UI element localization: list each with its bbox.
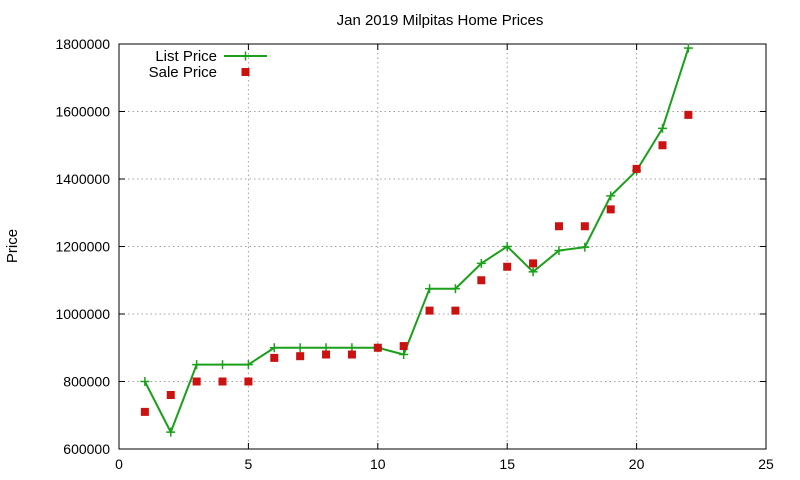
data-point bbox=[657, 123, 667, 133]
axis-ticks: 0 5 10 15 20 25 600000 800000 1000000 1200000 1400… bbox=[55, 36, 774, 472]
data-point bbox=[166, 427, 176, 437]
legend-label: Sale Price bbox=[149, 64, 217, 81]
y-tick-label: 1600000 bbox=[55, 104, 110, 120]
data-point bbox=[425, 284, 435, 294]
x-tick-label: 25 bbox=[758, 456, 774, 472]
x-tick-label: 5 bbox=[245, 456, 253, 472]
data-point bbox=[580, 222, 589, 231]
grid bbox=[119, 44, 766, 449]
data-point bbox=[606, 205, 615, 214]
y-axis-label: Price bbox=[4, 229, 21, 263]
data-point bbox=[502, 242, 512, 251]
y-tick-label: 1400000 bbox=[55, 171, 110, 187]
data-point bbox=[580, 242, 590, 252]
data-point bbox=[606, 191, 616, 201]
data-point bbox=[192, 360, 202, 370]
data-point bbox=[684, 110, 693, 119]
x-tick-label: 15 bbox=[499, 456, 515, 472]
series-sale-price bbox=[140, 110, 693, 416]
data-point bbox=[554, 246, 564, 256]
data-point bbox=[322, 350, 331, 359]
x-tick-label: 0 bbox=[115, 456, 123, 472]
data-point bbox=[399, 350, 409, 359]
y-tick-label: 1200000 bbox=[55, 239, 110, 255]
data-point bbox=[295, 343, 305, 353]
x-tick-label: 10 bbox=[370, 456, 386, 472]
data-point bbox=[218, 360, 228, 370]
legend-marker bbox=[241, 51, 250, 61]
y-tick-label: 1000000 bbox=[55, 306, 110, 322]
data-point bbox=[529, 259, 538, 268]
data-point bbox=[218, 377, 227, 386]
data-point bbox=[270, 353, 279, 362]
data-point bbox=[632, 164, 641, 173]
data-point bbox=[503, 262, 512, 271]
data-point bbox=[296, 352, 305, 361]
data-point bbox=[399, 342, 408, 351]
data-point bbox=[477, 276, 486, 285]
legend-marker bbox=[241, 68, 250, 76]
data-point bbox=[554, 222, 563, 231]
data-point bbox=[528, 267, 538, 277]
legend-label: List Price bbox=[155, 48, 217, 65]
y-tick-label: 1800000 bbox=[55, 36, 110, 52]
data-point bbox=[140, 407, 149, 416]
data-series bbox=[140, 43, 693, 437]
y-tick-label: 600000 bbox=[63, 441, 110, 457]
data-point bbox=[450, 284, 460, 294]
data-point bbox=[347, 350, 356, 359]
data-point bbox=[243, 360, 253, 370]
data-point bbox=[476, 258, 486, 268]
data-point bbox=[658, 141, 667, 150]
data-point bbox=[373, 343, 382, 352]
y-tick-label: 800000 bbox=[63, 374, 110, 390]
data-point bbox=[425, 306, 434, 315]
data-point bbox=[269, 343, 279, 353]
data-point bbox=[166, 391, 175, 399]
series-line bbox=[143, 47, 690, 435]
data-point bbox=[192, 377, 201, 386]
data-point bbox=[244, 377, 253, 386]
data-point bbox=[140, 377, 150, 386]
chart-title: Jan 2019 Milpitas Home Prices bbox=[337, 12, 544, 29]
data-point bbox=[451, 306, 460, 315]
x-tick-label: 20 bbox=[629, 456, 645, 472]
data-point bbox=[683, 43, 693, 53]
